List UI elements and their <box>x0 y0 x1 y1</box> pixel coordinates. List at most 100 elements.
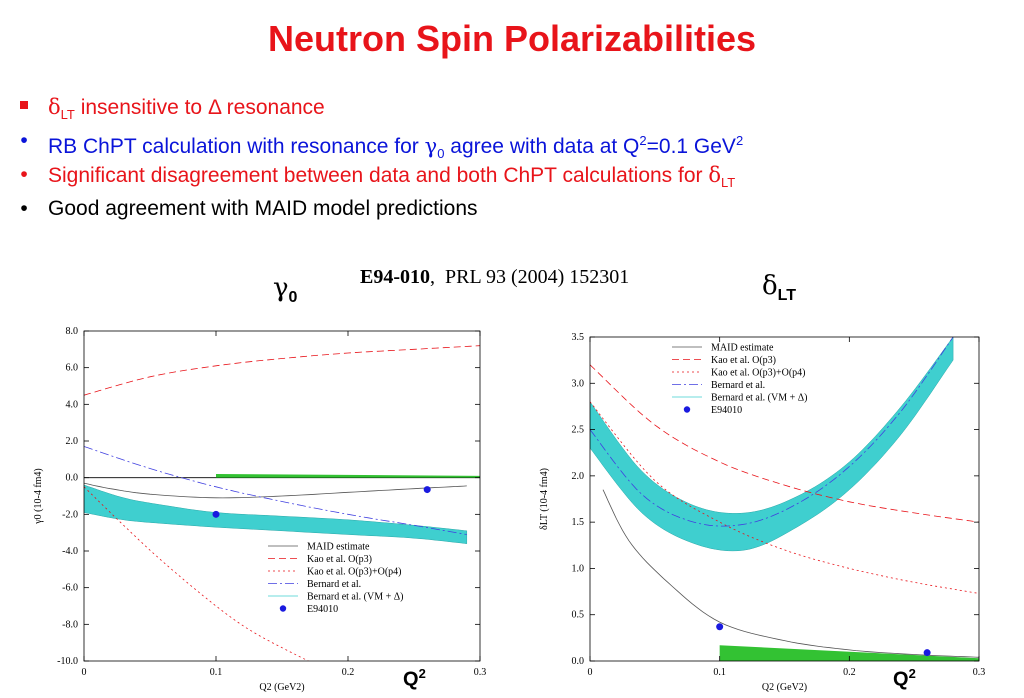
bullet-text: resonance <box>220 96 325 119</box>
y-tick-label: 1.0 <box>572 563 585 574</box>
y-tick-label: 4.0 <box>66 399 79 410</box>
legend-label: MAID estimate <box>307 542 370 553</box>
superscript: 2 <box>639 133 647 148</box>
x-axis-label: Q2 (GeV2) <box>259 682 304 693</box>
q2-letter: Q <box>403 668 419 691</box>
superscript: 2 <box>908 666 916 681</box>
dot-bullet-icon: • <box>20 197 28 220</box>
curve-kao-et-al-o-p3-o-p4- <box>84 486 309 661</box>
bullet-text: agree with data at Q <box>444 135 640 158</box>
curve-maid-estimate <box>84 482 467 499</box>
plot-frame <box>83 330 481 662</box>
legend-label: Kao et al. O(p3) <box>307 554 372 565</box>
systematic-error-band <box>719 645 979 661</box>
x-tick-label: 0.1 <box>210 667 223 678</box>
vm-delta-band <box>84 484 468 544</box>
bullet-item: δLT insensitive to Δ resonance <box>14 90 1014 124</box>
systematic-error-band <box>216 474 480 478</box>
bullet-item: • Significant disagreement between data … <box>14 158 1014 192</box>
y-tick-label: -8.0 <box>62 619 78 630</box>
y-tick-label: 1.5 <box>572 517 585 528</box>
y-tick-label: 0.0 <box>66 473 79 484</box>
y-tick-label: -10.0 <box>57 656 78 667</box>
x-axis-label: Q2 (GeV2) <box>762 682 807 693</box>
y-tick-label: 0.5 <box>572 610 585 621</box>
journal-citation: PRL 93 (2004) 152301 <box>445 266 630 288</box>
legend-label: Bernard et al. <box>307 579 361 590</box>
y-tick-label: -2.0 <box>62 509 78 520</box>
y-tick-label: 8.0 <box>66 326 79 337</box>
plot-frame <box>589 336 980 662</box>
x-tick-label: 0 <box>588 667 593 678</box>
curve-bernard-et-al- <box>590 337 954 527</box>
x-tick-label: 0.3 <box>474 667 487 678</box>
x-tick-label: 0.2 <box>843 667 856 678</box>
y-tick-label: 2.5 <box>572 425 585 436</box>
subscript: 0 <box>437 146 445 162</box>
legend-marker <box>279 605 287 612</box>
data-point <box>923 649 931 657</box>
delta-symbol: δ <box>708 163 722 187</box>
y-tick-label: 6.0 <box>66 363 79 374</box>
separator: , <box>430 266 435 288</box>
x-tick-label: 0 <box>82 667 87 678</box>
x-tick-label: 0.1 <box>713 667 726 678</box>
legend-label: E94010 <box>307 604 338 615</box>
bullet-item: • RB ChPT calculation with resonance for… <box>14 124 1014 162</box>
gamma-symbol: γ <box>424 134 438 158</box>
legend-label: Kao et al. O(p3)+O(p4) <box>307 567 402 578</box>
legend-label: Bernard et al. (VM + Δ) <box>711 393 807 404</box>
y-tick-label: -6.0 <box>62 583 78 594</box>
bullet-text: insensitive to <box>74 96 208 119</box>
superscript: 2 <box>735 133 744 148</box>
legend-label: Bernard et al. <box>711 380 765 391</box>
subscript: LT <box>60 107 75 123</box>
vm-delta-band <box>590 337 954 552</box>
data-point <box>423 486 431 494</box>
y-tick-label: 0.0 <box>572 656 585 667</box>
y-tick-label: 3.0 <box>572 378 585 389</box>
superscript: 2 <box>418 666 426 681</box>
right-q2-label: Q2 <box>893 666 916 692</box>
plot-area <box>590 337 979 661</box>
dot-bullet-icon: • <box>20 129 28 152</box>
curve-kao-et-al-o-p3- <box>590 364 979 523</box>
y-axis-label: δLT (10-4 fm4) <box>539 468 550 530</box>
dot-bullet-icon: • <box>20 163 28 186</box>
curve-kao-et-al-o-p3- <box>84 345 480 396</box>
y-tick-label: 2.0 <box>572 471 585 482</box>
x-tick-label: 0.2 <box>342 667 355 678</box>
reference: E94-010, PRL 93 (2004) 152301 <box>360 266 629 289</box>
delta-symbol: δ <box>762 271 778 301</box>
legend-marker <box>683 406 691 413</box>
curve-maid-estimate <box>602 489 979 658</box>
subscript: LT <box>777 287 797 305</box>
legend-label: E94010 <box>711 405 742 416</box>
page-title: Neutron Spin Polarizabilities <box>267 18 757 59</box>
y-tick-label: -4.0 <box>62 546 78 557</box>
q2-letter: Q <box>893 668 909 691</box>
right-panel-label: δLT <box>762 270 796 305</box>
curve-bernard-et-al- <box>84 446 467 535</box>
bullet-list: δLT insensitive to Δ resonance • RB ChPT… <box>14 90 1014 226</box>
experiment-id: E94-010 <box>360 266 430 288</box>
y-tick-label: 2.0 <box>66 436 79 447</box>
data-point <box>716 623 724 631</box>
plot-area <box>84 345 480 661</box>
delta-symbol: δ <box>48 95 61 119</box>
bullet-text: =0.1 GeV <box>646 135 736 158</box>
legend-label: MAID estimate <box>711 343 774 354</box>
left-panel-label: γ0 <box>273 272 297 307</box>
subscript: 0 <box>288 289 298 307</box>
gamma-symbol: γ <box>273 273 289 303</box>
x-tick-label: 0.3 <box>973 667 986 678</box>
legend-label: Kao et al. O(p3)+O(p4) <box>711 368 806 379</box>
y-axis-label: γ0 (10-4 fm4) <box>33 468 44 525</box>
left-q2-label: Q2 <box>403 666 426 692</box>
subscript: LT <box>721 175 736 191</box>
legend-label: Kao et al. O(p3) <box>711 355 776 366</box>
y-tick-label: 3.5 <box>572 332 585 343</box>
delta-capital-symbol: Δ <box>207 96 221 119</box>
bullet-text: Good agreement with MAID model predictio… <box>48 197 478 220</box>
